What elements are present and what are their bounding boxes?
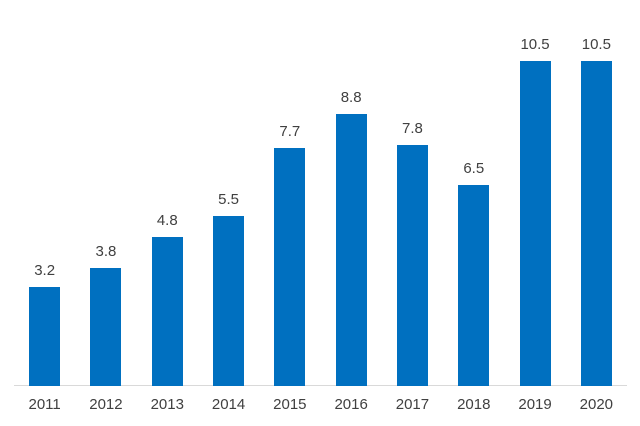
- bar-2012: [90, 268, 122, 386]
- x-axis-tick-label-2018: 2018: [457, 396, 491, 413]
- data-label-2018: 6.5: [463, 160, 485, 177]
- bar-2014: [213, 216, 245, 386]
- data-label-2017: 7.8: [402, 120, 423, 137]
- x-axis-tick-label-2011: 2011: [28, 396, 61, 413]
- x-axis-tick-label-2012: 2012: [89, 396, 123, 413]
- x-axis-tick-label-2013: 2013: [150, 396, 184, 413]
- bar-2018: [458, 185, 490, 386]
- x-axis-tick-label-2019: 2019: [518, 396, 552, 413]
- data-label-2020: 10.5: [581, 36, 611, 53]
- bar-2013: [151, 237, 183, 386]
- bar-2011: [29, 287, 61, 386]
- data-label-2019: 10.5: [520, 36, 550, 53]
- data-label-2015: 7.7: [279, 123, 301, 140]
- bar-2019: [519, 61, 551, 386]
- x-axis-tick-label-2020: 2020: [579, 396, 614, 413]
- bar-2017: [396, 145, 428, 386]
- x-axis-tick-label-2014: 2014: [211, 396, 246, 413]
- bar-2016: [335, 114, 367, 386]
- data-label-2016: 8.8: [340, 89, 362, 106]
- x-axis-tick-label-2016: 2016: [334, 396, 368, 413]
- data-label-2013: 4.8: [156, 212, 178, 229]
- x-axis-tick-label-2015: 2015: [273, 396, 307, 413]
- data-label-2012: 3.8: [95, 243, 117, 260]
- bar-2020: [580, 61, 612, 386]
- data-label-2011: 3.2: [34, 262, 56, 279]
- data-label-2014: 5.5: [218, 191, 239, 208]
- x-axis-line: [14, 385, 627, 386]
- bar-2015: [274, 148, 306, 386]
- x-axis-tick-label-2017: 2017: [395, 396, 430, 413]
